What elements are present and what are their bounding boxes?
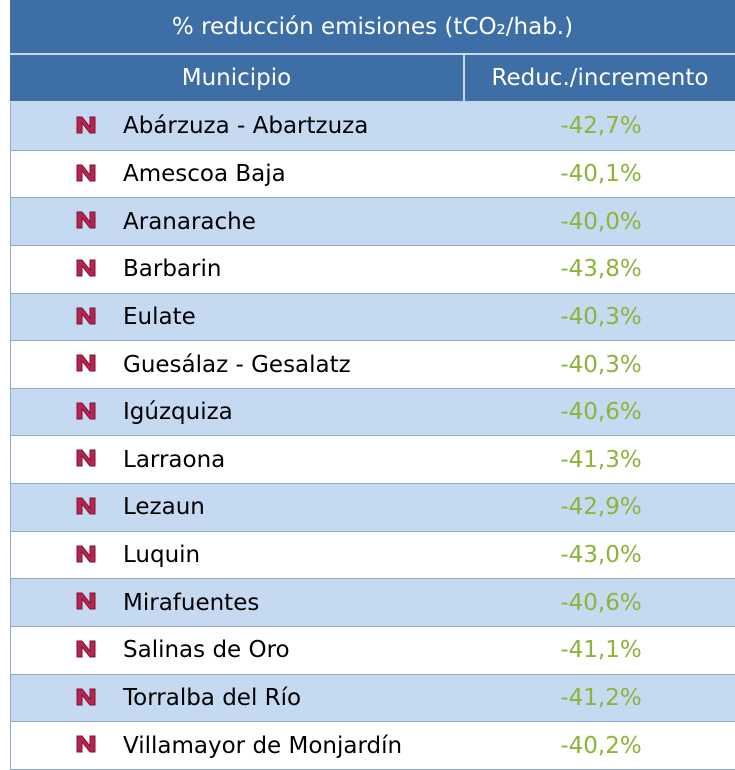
municipio-name: Amescoa Baja bbox=[123, 160, 286, 187]
municipio-icon bbox=[76, 545, 96, 563]
municipio-name: Abárzuza - Abartzuza bbox=[123, 113, 369, 140]
table-row: Villamayor de Monjardín -40,2% bbox=[10, 722, 735, 770]
municipio-icon bbox=[76, 688, 96, 706]
municipio-name: Mirafuentes bbox=[123, 589, 260, 616]
reduction-value: -41,2% bbox=[560, 684, 642, 711]
table-row: Guesálaz - Gesalatz -40,3% bbox=[10, 341, 735, 389]
reduction-value: -43,8% bbox=[560, 256, 642, 283]
reduction-value: -40,6% bbox=[560, 399, 642, 426]
municipio-icon bbox=[76, 211, 96, 229]
reduction-value: -41,3% bbox=[560, 446, 642, 473]
reduction-value: -43,0% bbox=[560, 542, 642, 569]
table-title: % reducción emisiones (tCO₂/hab.) bbox=[10, 0, 735, 55]
reduction-value: -42,9% bbox=[560, 494, 642, 521]
municipio-icon bbox=[76, 735, 96, 753]
municipio-name: Guesálaz - Gesalatz bbox=[123, 351, 351, 378]
municipio-name: Luquin bbox=[123, 542, 201, 569]
municipio-name: Larraona bbox=[123, 446, 226, 473]
table-row: Eulate -40,3% bbox=[10, 293, 735, 342]
reduction-value: -40,1% bbox=[560, 160, 642, 187]
reduction-value: -40,0% bbox=[560, 208, 642, 235]
table-row: Larraona -41,3% bbox=[10, 436, 735, 485]
reduction-value: -42,7% bbox=[560, 113, 642, 140]
municipio-icon bbox=[76, 497, 96, 515]
municipio-name: Torralba del Río bbox=[123, 684, 302, 711]
municipio-name: Barbarin bbox=[123, 256, 222, 283]
municipio-name: Villamayor de Monjardín bbox=[123, 732, 403, 759]
municipio-name: Igúzquiza bbox=[123, 399, 233, 426]
municipio-name: Salinas de Oro bbox=[123, 637, 290, 664]
municipio-icon bbox=[76, 354, 96, 372]
reduction-value: -40,6% bbox=[560, 589, 642, 616]
table-row: Aranarache -40,0% bbox=[10, 198, 735, 246]
reduction-value: -40,3% bbox=[560, 351, 642, 378]
reduction-value: -40,3% bbox=[560, 303, 642, 330]
municipio-name: Aranarache bbox=[123, 208, 256, 235]
table-row: Igúzquiza -40,6% bbox=[10, 388, 735, 437]
header-cell: Municipio bbox=[10, 55, 465, 101]
table-row: Salinas de Oro -41,1% bbox=[10, 627, 735, 675]
table-row: Abárzuza - Abartzuza -42,7% bbox=[10, 103, 735, 151]
table-row: Luquin -43,0% bbox=[10, 531, 735, 580]
reduction-value: -41,1% bbox=[560, 637, 642, 664]
header-cell: Reduc./incremento bbox=[491, 65, 709, 91]
municipio-icon bbox=[76, 449, 96, 467]
municipio-name: Eulate bbox=[123, 303, 196, 330]
table-row: Mirafuentes -40,6% bbox=[10, 579, 735, 628]
municipio-icon bbox=[76, 402, 96, 420]
municipio-icon bbox=[76, 116, 96, 134]
municipio-icon bbox=[76, 640, 96, 658]
table-row: Amescoa Baja -40,1% bbox=[10, 150, 735, 199]
municipio-name: Lezaun bbox=[123, 494, 205, 521]
table-row: Torralba del Río -41,2% bbox=[10, 674, 735, 723]
municipio-icon bbox=[76, 307, 96, 325]
reduction-value: -40,2% bbox=[560, 732, 642, 759]
municipio-icon bbox=[76, 592, 96, 610]
table-row: Lezaun -42,9% bbox=[10, 484, 735, 532]
municipio-icon bbox=[76, 164, 96, 182]
municipio-icon bbox=[76, 259, 96, 277]
table-row: Barbarin -43,8% bbox=[10, 245, 735, 294]
header-row: Municipio Reduc./incremento bbox=[10, 55, 735, 103]
